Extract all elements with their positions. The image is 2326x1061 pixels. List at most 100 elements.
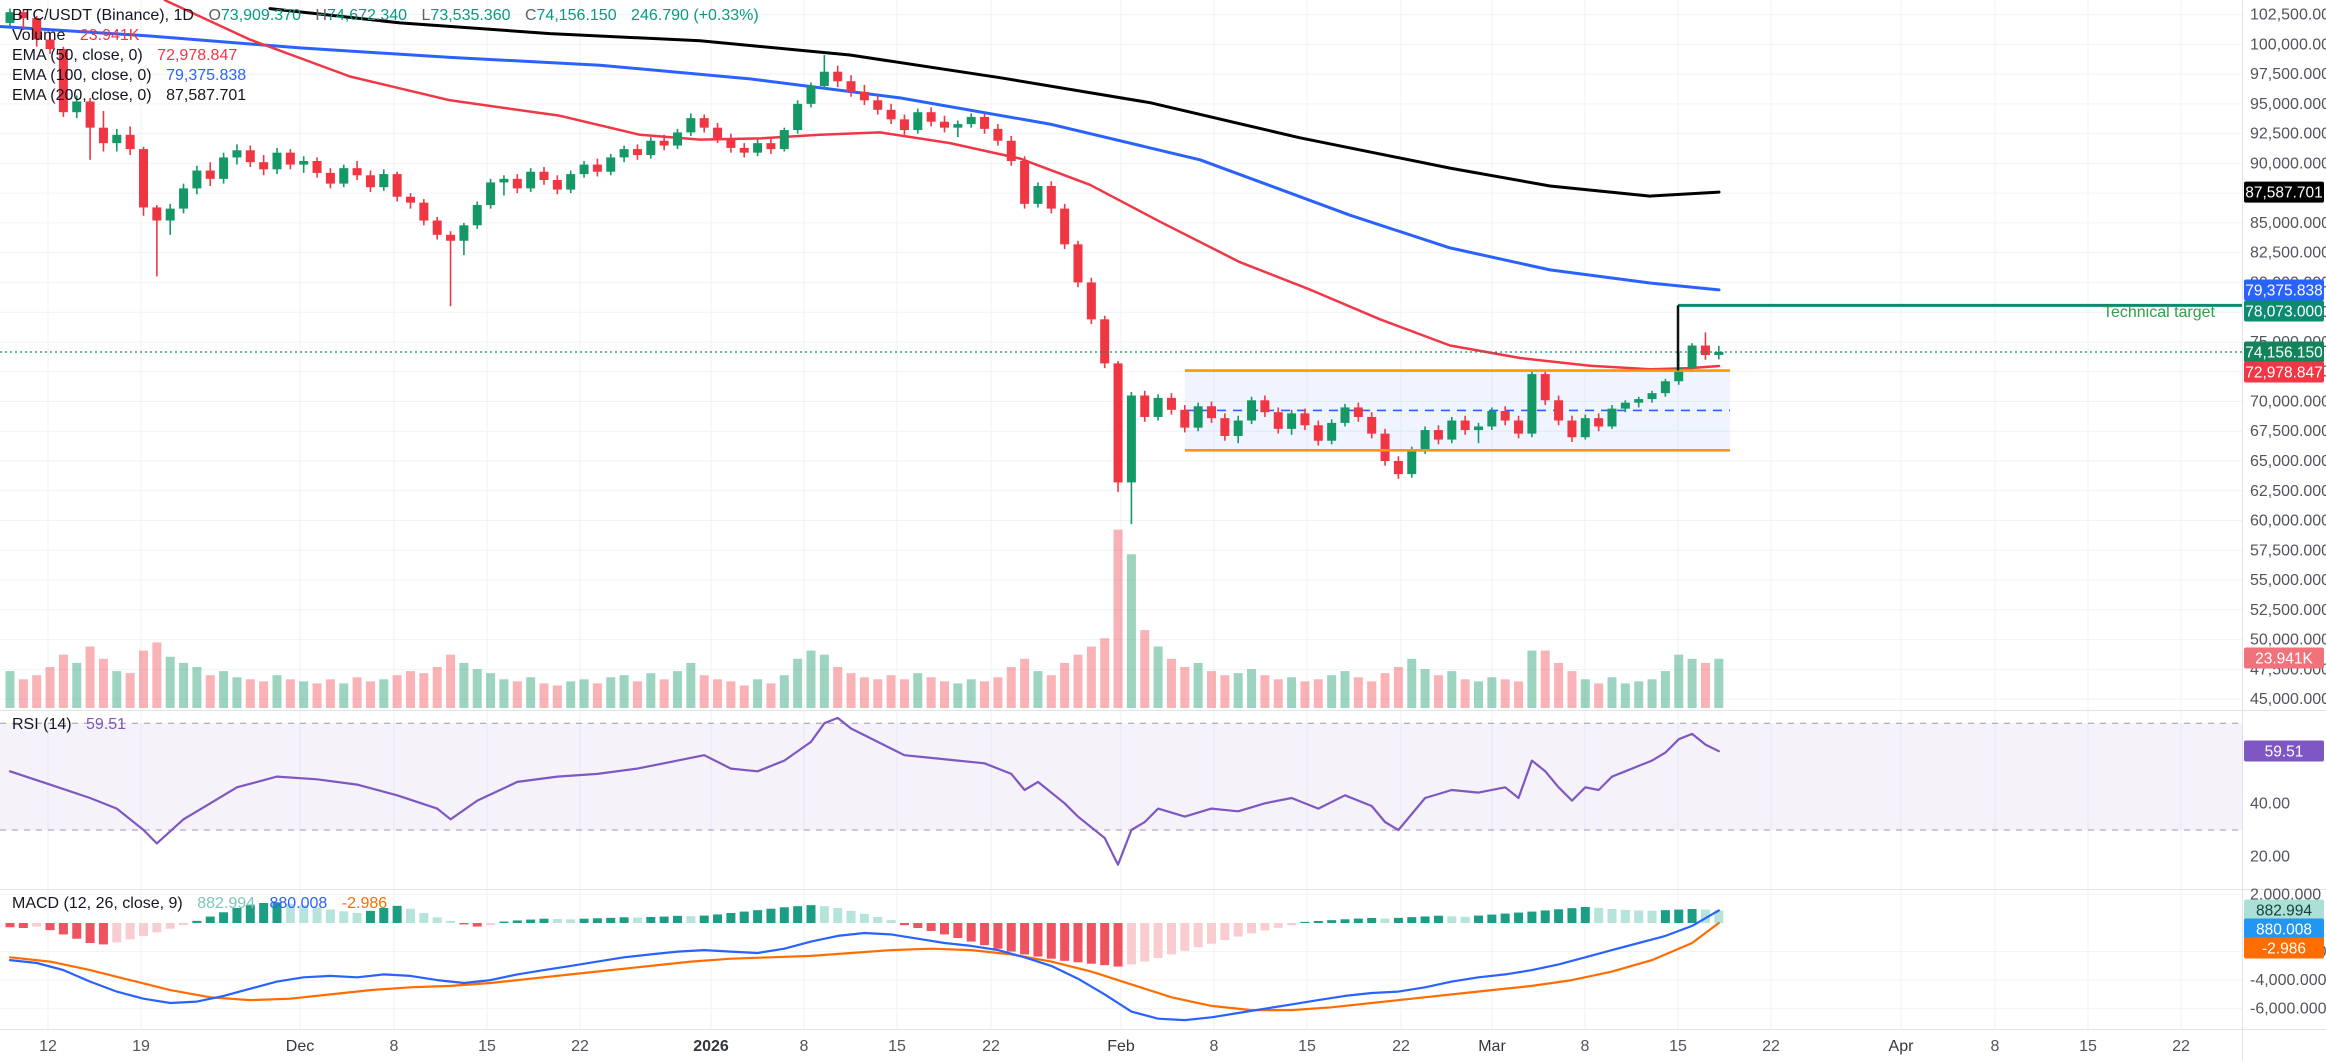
macd-histogram-bar xyxy=(1460,916,1470,923)
time-axis-label: 8 xyxy=(1581,1038,1590,1055)
volume-bar xyxy=(205,675,215,708)
volume-bar xyxy=(1674,654,1684,708)
macd-histogram-bar xyxy=(432,917,442,923)
volume-bar xyxy=(352,677,362,708)
volume-bar xyxy=(873,679,883,708)
macd-legend[interactable]: MACD (12, 26, close, 9) 882.994 880.008 … xyxy=(12,895,387,913)
volume-bar xyxy=(152,642,162,708)
macd-histogram-bar xyxy=(1086,923,1096,964)
volume-bar xyxy=(619,675,629,708)
ema50-row[interactable]: EMA (50, close, 0) 72,978.847 xyxy=(12,46,759,65)
volume-bar xyxy=(1153,646,1163,708)
macd-histogram-bar xyxy=(365,910,375,923)
macd-histogram-bar xyxy=(1367,918,1377,923)
ema200-badge xyxy=(2244,181,2324,203)
technical-target-label[interactable]: Technical target xyxy=(2102,304,2215,321)
macd-histogram-bar xyxy=(232,908,242,923)
volume-bar xyxy=(285,679,295,708)
time-axis-label: Apr xyxy=(1889,1038,1915,1055)
time-axis-label: 2026 xyxy=(693,1038,729,1055)
low-value: 73,535.360 xyxy=(430,7,511,24)
time-axis-label: Mar xyxy=(1478,1038,1506,1055)
volume-bar xyxy=(179,662,189,708)
volume-badge xyxy=(2244,647,2324,669)
ema200-value: 87,587.701 xyxy=(166,87,247,104)
price-axis[interactable] xyxy=(2242,0,2326,1030)
volume-row[interactable]: Volume 23.941K xyxy=(12,26,759,45)
macd-histogram-bar xyxy=(940,923,949,935)
macd-histogram-bar xyxy=(406,908,415,923)
macd-histogram-bar xyxy=(899,923,909,926)
macd-histogram-bar xyxy=(1447,916,1457,923)
volume-value: 23.941K xyxy=(79,27,140,44)
volume-bar xyxy=(1033,671,1043,708)
macd-histogram-bar xyxy=(139,923,148,936)
macd-histogram-bar xyxy=(1607,909,1617,923)
volume-bar xyxy=(899,679,909,708)
price-axis-label: 97,500.000 xyxy=(2250,66,2326,83)
volume-bar xyxy=(1460,679,1470,708)
macd-histogram-bar xyxy=(1073,923,1083,963)
time-axis-label: 15 xyxy=(888,1038,906,1055)
macd-histogram-bar xyxy=(579,918,589,923)
time-axis-label: 22 xyxy=(571,1038,589,1055)
macd-histogram-bar xyxy=(1514,912,1524,923)
macd-histogram-bar xyxy=(512,920,522,923)
volume-bar xyxy=(1260,675,1270,708)
macd-histogram-bar xyxy=(1500,913,1510,923)
macd-histogram-bar xyxy=(926,923,936,931)
macd-histogram-bar xyxy=(806,905,816,923)
volume-bar xyxy=(980,681,990,708)
volume-bar xyxy=(940,681,949,708)
macd-histogram-bar xyxy=(1380,918,1390,923)
price-axis-label: 45,000.000 xyxy=(2250,691,2326,708)
time-axis-label: 8 xyxy=(800,1038,809,1055)
macd-histogram-bar xyxy=(552,919,562,923)
volume-label: Volume xyxy=(12,27,66,44)
macd-histogram-bar xyxy=(1046,923,1056,959)
price-axis-label: 90,000.000 xyxy=(2250,155,2326,172)
volume-bar xyxy=(1527,650,1537,708)
volume-series xyxy=(5,529,1724,708)
symbol-row[interactable]: BTC/USDT (Binance), 1D O73,909.370 H74,6… xyxy=(12,6,759,25)
volume-bar xyxy=(1233,673,1243,708)
time-axis-label: Dec xyxy=(286,1038,314,1055)
volume-bar xyxy=(165,656,175,708)
symbol-title[interactable]: BTC/USDT (Binance), 1D xyxy=(12,7,194,24)
ema100-row[interactable]: EMA (100, close, 0) 79,375.838 xyxy=(12,66,759,85)
rsi-value: 59.51 xyxy=(86,716,127,733)
macd-histogram-bar xyxy=(299,905,309,923)
volume-bar xyxy=(1367,681,1377,708)
time-axis-label: 19 xyxy=(132,1038,150,1055)
volume-bar xyxy=(1313,679,1323,708)
time-axis[interactable] xyxy=(0,1030,2326,1061)
macd-histogram-bar xyxy=(1273,923,1283,928)
price-axis-label: 65,000.000 xyxy=(2250,453,2326,470)
last-price-badge-text: 74,156.150 xyxy=(2245,345,2323,362)
macd-histogram-bar xyxy=(1687,909,1697,923)
macd-histogram-bar xyxy=(1140,923,1150,962)
volume-bar xyxy=(779,675,789,708)
volume-bar xyxy=(726,681,736,708)
macd-histogram-bar xyxy=(192,920,202,923)
macd-histogram-bar xyxy=(886,920,896,923)
rsi-badge xyxy=(2244,740,2324,762)
macd-histogram-bar xyxy=(1407,917,1417,923)
macd-histogram-bar xyxy=(1260,923,1270,931)
rsi-legend[interactable]: RSI (14) 59.51 xyxy=(12,716,126,734)
volume-bar xyxy=(539,683,549,708)
macd-line-badge xyxy=(2244,918,2324,940)
macd-histogram-bar xyxy=(1433,915,1443,923)
ema200-row[interactable]: EMA (200, close, 0) 87,587.701 xyxy=(12,86,759,105)
macd-histogram-bar xyxy=(993,923,1003,949)
volume-bar xyxy=(1487,677,1497,708)
macd-histogram-bar xyxy=(1580,907,1590,923)
macd-histogram-bar xyxy=(539,918,549,923)
volume-bar xyxy=(966,679,976,708)
rsi-band xyxy=(0,723,2242,830)
volume-bar xyxy=(646,673,656,708)
volume-bar xyxy=(552,685,562,708)
macd-histogram-bar xyxy=(5,923,15,928)
